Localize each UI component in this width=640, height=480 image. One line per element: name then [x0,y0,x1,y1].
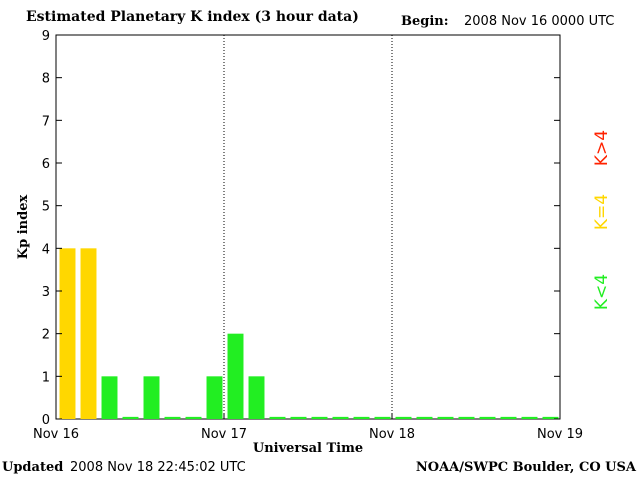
y-tick-label: 9 [42,29,50,44]
y-tick-label: 7 [42,114,50,129]
kp-bar [143,376,160,419]
kp-bar [101,376,118,419]
kp-bar [395,416,412,419]
kp-bar [122,416,139,419]
kp-bar [227,333,244,419]
legend-item: K>4 [592,130,612,166]
kp-bar [332,416,349,419]
kp-bar [59,248,76,419]
x-tick-label: Nov 16 [33,427,79,442]
legend-item: K<4 [592,274,612,310]
kp-bar [353,416,370,419]
plot-frame [55,34,561,420]
begin-value: 2008 Nov 16 0000 UTC [464,14,615,29]
x-tick-label: Nov 19 [537,427,583,442]
kp-bar [80,248,97,419]
y-tick-label: 3 [42,285,50,300]
y-tick-label: 8 [42,72,50,87]
kp-bar [185,416,202,419]
kp-bar [248,376,265,419]
kp-bar [437,416,454,419]
y-axis-title: Kp index [16,195,31,260]
y-tick-label: 0 [42,413,50,428]
kp-bar [290,416,307,419]
y-tick-label: 4 [42,242,50,257]
kp-bar [479,416,496,419]
x-tick-label: Nov 17 [201,427,247,442]
kp-bar [521,416,538,419]
credit-text: NOAA/SWPC Boulder, CO USA [415,460,636,475]
y-tick-label: 5 [42,200,50,215]
kp-bar [500,416,517,419]
updated-label: Updated [2,460,64,475]
legend-item: K=4 [592,194,612,230]
kp-bar [458,416,475,419]
x-tick-label: Nov 18 [369,427,415,442]
y-tick-label: 1 [42,370,50,385]
begin-label: Begin: [401,14,449,29]
kp-bar [542,416,559,419]
kp-bar [269,416,286,419]
kp-bar [416,416,433,419]
kp-bar [164,416,181,419]
kp-bar [311,416,328,419]
x-axis-title: Universal Time [253,441,363,456]
y-tick-label: 2 [42,328,50,343]
updated-value: 2008 Nov 18 22:45:02 UTC [70,460,246,475]
kp-bar [374,416,391,419]
kp-bar [206,376,223,419]
y-tick-label: 6 [42,157,50,172]
chart-title: Estimated Planetary K index (3 hour data… [26,9,359,25]
